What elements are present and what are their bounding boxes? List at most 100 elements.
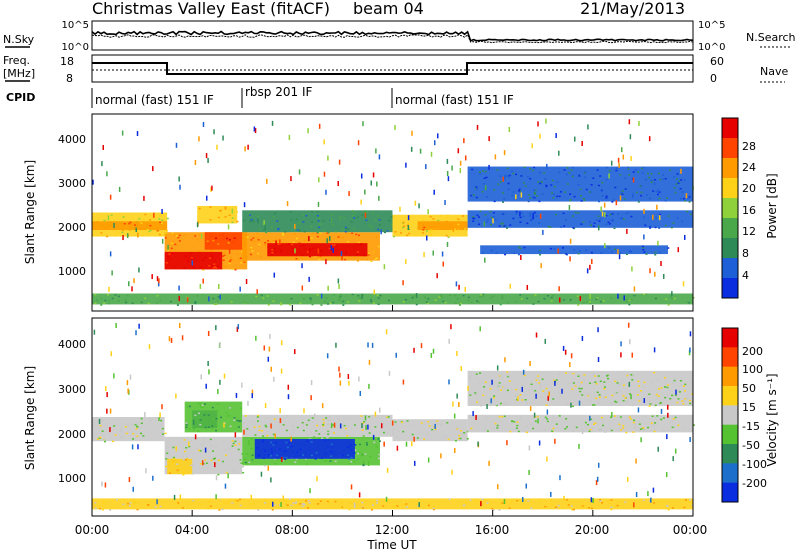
power-speck-2-10 <box>171 232 174 235</box>
power-scatter-243 <box>318 123 321 129</box>
power-scatter-258 <box>648 136 651 142</box>
power-speck-8-79 <box>376 215 379 217</box>
power-speck-5-13 <box>219 209 222 212</box>
power-speck-8-30 <box>319 223 322 225</box>
power-speck-13-11 <box>642 246 645 249</box>
velocity-speck-6-25 <box>350 448 353 451</box>
power-speck-13-10 <box>523 246 526 249</box>
velocity-colorbar-swatch-7 <box>722 463 738 484</box>
velocity-speck-1-0 <box>209 438 212 441</box>
velocity-speck-11-155 <box>189 503 192 505</box>
velocity-scatter-222 <box>411 441 413 447</box>
power-speck-14-41 <box>670 297 673 299</box>
velocity-speck-9-57 <box>614 380 617 383</box>
velocity-speck-11-19 <box>649 504 652 507</box>
velocity-speck-4-35 <box>226 415 229 417</box>
power-speck-7-8 <box>301 254 304 256</box>
velocity-colorbar <box>721 327 739 503</box>
power-speck-13-28 <box>590 251 593 254</box>
power-speck-0-37 <box>158 218 161 220</box>
velocity-speck-9-196 <box>664 377 667 379</box>
velocity-speck-10-13 <box>620 429 623 431</box>
power-scatter-121 <box>257 218 259 224</box>
power-speck-11-45 <box>577 174 580 176</box>
velocity-scatter-218 <box>633 502 635 508</box>
velocity-speck-9-144 <box>565 403 568 405</box>
power-scatter-46 <box>411 130 413 136</box>
power-speck-6-13 <box>272 239 275 242</box>
power-speck-5-15 <box>231 217 234 219</box>
power-speck-12-8 <box>649 227 652 229</box>
velocity-speck-7-81 <box>296 426 299 429</box>
power-speck-6-81 <box>337 236 340 238</box>
power-speck-14-73 <box>404 298 407 301</box>
velocity-speck-9-116 <box>648 393 651 396</box>
power-scatter-49 <box>520 192 523 198</box>
velocity-speck-10-4 <box>652 424 655 426</box>
power-speck-8-18 <box>305 214 308 217</box>
power-scatter-151 <box>600 206 602 212</box>
power-speck-13-8 <box>519 247 522 250</box>
power-speck-11-194 <box>531 169 534 172</box>
power-speck-14-97 <box>370 300 373 303</box>
velocity-speck-9-156 <box>614 400 617 403</box>
velocity-scatter-242 <box>456 350 458 356</box>
velocity-speck-10-41 <box>653 430 656 433</box>
power-scatter-55 <box>558 150 560 156</box>
velocity-scatter-236 <box>120 426 122 432</box>
velocity-speck-7-33 <box>386 432 389 434</box>
power-speck-12-60 <box>515 210 518 213</box>
power-speck-14-37 <box>444 301 447 304</box>
velocity-speck-6-0 <box>306 440 309 442</box>
power-speck-5-1 <box>224 208 227 210</box>
velocity-speck-9-83 <box>657 395 660 397</box>
power-scatter-114 <box>654 271 656 277</box>
power-speck-11-85 <box>658 191 661 193</box>
velocity-colorbar-swatch-0 <box>722 328 738 348</box>
power-speck-2-58 <box>230 256 233 259</box>
power-speck-11-1 <box>658 197 661 200</box>
velocity-speck-9-2 <box>610 402 613 404</box>
velocity-speck-7-2 <box>386 416 389 419</box>
velocity-scatter-137 <box>627 322 630 328</box>
velocity-speck-11-79 <box>340 502 343 504</box>
power-speck-11-175 <box>640 194 643 197</box>
power-scatter-30 <box>360 173 363 179</box>
power-scatter-70 <box>118 186 121 192</box>
velocity-speck-9-22 <box>479 372 482 374</box>
power-speck-2-43 <box>174 243 177 246</box>
velocity-speck-11-62 <box>361 507 364 509</box>
velocity-speck-5-78 <box>250 438 253 440</box>
power-speck-2-74 <box>223 254 226 257</box>
power-speck-2-53 <box>172 233 175 236</box>
power-speck-9-23 <box>429 215 432 218</box>
power-speck-8-34 <box>372 212 375 214</box>
power-speck-12-61 <box>689 213 692 216</box>
velocity-speck-7-12 <box>313 436 316 438</box>
power-speck-0-11 <box>103 219 106 222</box>
power-speck-11-20 <box>475 186 478 188</box>
power-speck-11-128 <box>585 188 588 191</box>
velocity-speck-9-21 <box>687 397 690 400</box>
power-y-tick-2000: 2000 <box>58 221 86 234</box>
power-speck-11-125 <box>641 172 644 174</box>
velocity-speck-7-23 <box>242 422 245 424</box>
velocity-speck-9-195 <box>578 387 581 390</box>
velocity-speck-5-84 <box>334 460 337 463</box>
velocity-colorbar-swatch-1 <box>722 347 738 368</box>
velocity-scatter-209 <box>309 488 311 494</box>
power-scatter-117 <box>532 212 534 218</box>
velocity-speck-11-16 <box>136 508 139 511</box>
velocity-speck-9-158 <box>469 377 472 380</box>
velocity-speck-11-32 <box>683 506 686 509</box>
power-speck-6-15 <box>346 232 349 235</box>
velocity-speck-11-142 <box>273 504 276 506</box>
velocity-scatter-72 <box>479 326 481 332</box>
velocity-speck-7-6 <box>318 433 321 435</box>
velocity-speck-9-115 <box>583 379 586 381</box>
velocity-scatter-254 <box>591 427 594 433</box>
velocity-speck-0-10 <box>99 436 102 439</box>
velocity-scatter-62 <box>667 412 669 418</box>
power-speck-8-59 <box>258 228 261 230</box>
velocity-speck-11-54 <box>689 499 692 501</box>
